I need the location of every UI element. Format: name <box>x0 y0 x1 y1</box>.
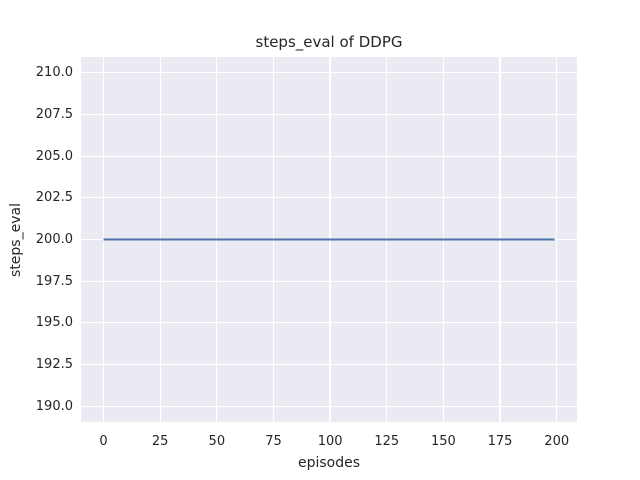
x-tick-label: 25 <box>151 434 169 449</box>
chart-title: steps_eval of DDPG <box>255 33 403 51</box>
x-tick-label: 0 <box>99 434 108 449</box>
plot-area <box>81 57 577 422</box>
horizontal-gridline <box>81 72 577 74</box>
horizontal-gridline <box>81 322 577 324</box>
horizontal-gridline <box>81 363 577 366</box>
x-tick-label: 150 <box>431 434 456 449</box>
horizontal-gridline <box>81 405 577 407</box>
horizontal-gridline <box>81 197 577 199</box>
y-tick-label: 200.0 <box>35 232 73 247</box>
y-tick-label: 210.0 <box>35 65 73 81</box>
y-tick-label: 205.0 <box>35 148 73 164</box>
y-tick-label: 202.5 <box>35 190 73 206</box>
y-tick-label: 197.5 <box>35 273 73 289</box>
x-tick-label: 125 <box>374 434 400 449</box>
x-tick-label: 50 <box>208 434 226 449</box>
x-axis-label: episodes <box>297 455 361 471</box>
x-tick-label: 75 <box>265 434 282 449</box>
x-tick-label: 100 <box>317 434 343 449</box>
y-tick-label: 190.0 <box>35 398 73 414</box>
series-layer <box>103 238 555 241</box>
horizontal-gridline <box>81 280 577 282</box>
y-tick-label: 195.0 <box>35 315 73 331</box>
y-tick-label: 207.5 <box>35 107 73 122</box>
horizontal-gridline <box>81 155 577 157</box>
horizontal-gridline <box>81 113 577 116</box>
y-tick-label: 192.5 <box>35 357 73 372</box>
x-tick-label: 200 <box>544 434 570 449</box>
x-tick-label: 175 <box>487 434 513 449</box>
